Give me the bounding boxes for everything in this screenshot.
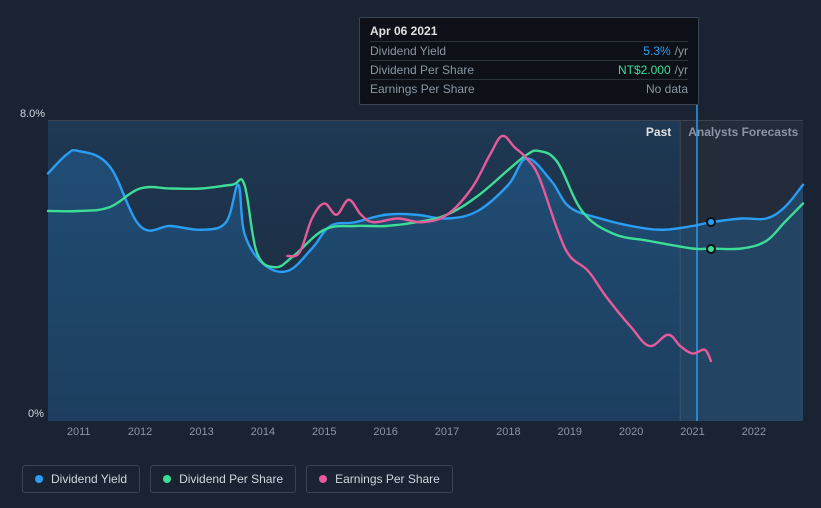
chart-svg [48, 121, 803, 421]
x-tick-label: 2012 [128, 426, 152, 438]
x-tick-label: 2019 [557, 426, 581, 438]
tooltip-value: No data [646, 82, 688, 96]
tooltip-value: 5.3%/yr [643, 44, 688, 58]
legend-item-dividend-yield[interactable]: Dividend Yield [22, 465, 140, 493]
legend-label: Earnings Per Share [335, 472, 440, 486]
y-axis-min-label: 0% [28, 408, 44, 420]
legend-swatch-icon [35, 475, 43, 483]
marker-dividend-yield [706, 217, 716, 227]
tooltip-row: Earnings Per Share No data [370, 79, 688, 98]
x-tick-label: 2014 [251, 426, 275, 438]
x-axis-labels: 2011 2012 2013 2014 2015 2016 2017 2018 2019 2020… [48, 426, 803, 442]
chart-legend: Dividend Yield Dividend Per Share Earnings… [22, 465, 453, 493]
past-band-label: Past [646, 125, 671, 139]
marker-dividend-per-share [706, 244, 716, 254]
x-tick-label: 2017 [435, 426, 459, 438]
y-axis-max-label: 8.0% [20, 108, 45, 120]
tooltip-title: Apr 06 2021 [370, 24, 688, 41]
x-tick-label: 2016 [373, 426, 397, 438]
plot-area[interactable]: Past Analysts Forecasts [48, 120, 803, 420]
tooltip-label: Dividend Yield [370, 44, 446, 58]
legend-swatch-icon [319, 475, 327, 483]
legend-label: Dividend Yield [51, 472, 127, 486]
x-tick-label: 2011 [67, 426, 91, 438]
tooltip-row: Dividend Yield 5.3%/yr [370, 41, 688, 60]
chart-tooltip: Apr 06 2021 Dividend Yield 5.3%/yr Divid… [359, 17, 699, 105]
tooltip-label: Earnings Per Share [370, 82, 475, 96]
legend-item-dividend-per-share[interactable]: Dividend Per Share [150, 465, 296, 493]
x-tick-label: 2018 [496, 426, 520, 438]
x-tick-label: 2020 [619, 426, 643, 438]
legend-item-earnings-per-share[interactable]: Earnings Per Share [306, 465, 453, 493]
legend-swatch-icon [163, 475, 171, 483]
x-tick-label: 2015 [312, 426, 336, 438]
future-band-label: Analysts Forecasts [688, 125, 798, 139]
x-tick-label: 2021 [680, 426, 704, 438]
x-tick-label: 2013 [189, 426, 213, 438]
chart-container: Apr 06 2021 Dividend Yield 5.3%/yr Divid… [0, 0, 821, 508]
tooltip-label: Dividend Per Share [370, 63, 474, 77]
legend-label: Dividend Per Share [179, 472, 283, 486]
tooltip-row: Dividend Per Share NT$2.000/yr [370, 60, 688, 79]
x-tick-label: 2022 [742, 426, 766, 438]
tooltip-value: NT$2.000/yr [618, 63, 688, 77]
